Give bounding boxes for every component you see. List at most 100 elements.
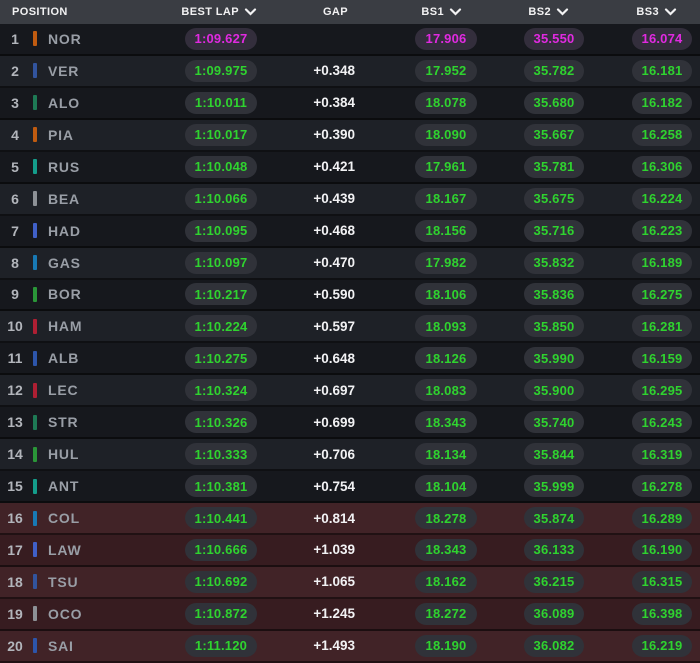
driver-tla: BEA — [48, 190, 80, 207]
driver-timing-row[interactable]: 6 BEA 1:10.066 +0.439 18.167 35.675 16.2… — [0, 183, 700, 216]
column-header-position: POSITION — [0, 6, 98, 18]
sector1-pill: 17.961 — [415, 155, 477, 178]
sector2-pill: 35.836 — [524, 283, 584, 306]
sector2-pill: 35.782 — [524, 59, 584, 82]
sector2-pill: 35.667 — [524, 123, 584, 146]
sector3-pill: 16.258 — [632, 123, 692, 146]
driver-tla: HUL — [48, 446, 80, 463]
gap-value: +0.597 — [313, 318, 355, 334]
driver-tla: LEC — [48, 382, 79, 399]
gap-value: +0.468 — [313, 223, 355, 239]
driver-timing-row[interactable]: 9 BOR 1:10.217 +0.590 18.106 35.836 16.2… — [0, 279, 700, 312]
driver-timing-row[interactable]: 17 LAW 1:10.666 +1.039 18.343 36.133 16.… — [0, 535, 700, 567]
driver-timing-row[interactable]: 12 LEC 1:10.324 +0.697 18.083 35.900 16.… — [0, 375, 700, 408]
gap-value: +1.039 — [313, 542, 355, 558]
driver-tla: LAW — [48, 541, 82, 558]
driver-timing-row[interactable]: 3 ALO 1:10.011 +0.384 18.078 35.680 16.1… — [0, 87, 700, 120]
position-label: 11 — [7, 350, 23, 367]
driver-timing-row[interactable]: 11 ALB 1:10.275 +0.648 18.126 35.990 16.… — [0, 343, 700, 376]
driver-tla: HAM — [48, 318, 83, 335]
gap-value: +1.245 — [313, 606, 355, 622]
sector1-pill: 18.078 — [415, 91, 477, 114]
driver-timing-row[interactable]: 18 TSU 1:10.692 +1.065 18.162 36.215 16.… — [0, 566, 700, 599]
gap-value: +0.814 — [313, 510, 355, 526]
position-label: 20 — [7, 637, 23, 654]
driver-tla: RUS — [48, 158, 80, 175]
sector2-pill: 35.680 — [524, 91, 584, 114]
driver-tla: COL — [48, 510, 80, 527]
position-label: 13 — [7, 414, 23, 431]
chevron-down-icon — [244, 8, 257, 16]
team-color-bar — [33, 446, 37, 462]
position-label: 9 — [11, 286, 19, 303]
sector3-pill: 16.223 — [632, 219, 692, 242]
driver-timing-row[interactable]: 8 GAS 1:10.097 +0.470 17.982 35.832 16.1… — [0, 247, 700, 280]
column-header-bs3[interactable]: BS3 — [584, 6, 692, 18]
gap-value: +0.390 — [313, 127, 355, 143]
position-label: 12 — [7, 382, 23, 399]
driver-timing-row[interactable]: 1 NOR 1:09.627 17.906 35.550 16.074 — [0, 24, 700, 56]
column-header-bs1[interactable]: BS1 — [358, 6, 477, 18]
team-color-bar — [33, 255, 37, 271]
gap-value: +0.706 — [313, 446, 355, 462]
position-label: 8 — [11, 254, 19, 271]
sector3-pill: 16.243 — [632, 411, 692, 434]
best-lap-pill: 1:11.120 — [185, 634, 257, 657]
sector3-pill: 16.295 — [632, 379, 692, 402]
gap-value: +0.470 — [313, 255, 355, 271]
sector2-pill: 35.990 — [524, 347, 584, 370]
driver-timing-row[interactable]: 13 STR 1:10.326 +0.699 18.343 35.740 16.… — [0, 407, 700, 440]
sector1-pill: 18.162 — [415, 570, 477, 593]
gap-value: +0.421 — [313, 159, 355, 175]
sector1-pill: 18.156 — [415, 219, 477, 242]
sector1-pill: 18.104 — [415, 475, 477, 498]
gap-value: +1.065 — [313, 574, 355, 590]
driver-timing-row[interactable]: 20 SAI 1:11.120 +1.493 18.190 36.082 16.… — [0, 630, 700, 663]
best-lap-pill: 1:10.692 — [185, 570, 257, 593]
team-color-bar — [33, 223, 37, 239]
driver-timing-row[interactable]: 4 PIA 1:10.017 +0.390 18.090 35.667 16.2… — [0, 119, 700, 152]
column-header-position-label: POSITION — [12, 6, 68, 18]
column-header-bs2[interactable]: BS2 — [477, 6, 584, 18]
best-lap-pill: 1:10.333 — [185, 443, 257, 466]
column-header-best-lap[interactable]: BEST LAP — [181, 6, 257, 18]
driver-timing-row[interactable]: 5 RUS 1:10.048 +0.421 17.961 35.781 16.3… — [0, 151, 700, 184]
sector2-pill: 35.999 — [524, 475, 584, 498]
driver-timing-row[interactable]: 10 HAM 1:10.224 +0.597 18.093 35.850 16.… — [0, 311, 700, 344]
driver-timing-row[interactable]: 16 COL 1:10.441 +0.814 18.278 35.874 16.… — [0, 503, 700, 535]
position-label: 5 — [11, 158, 19, 175]
sector3-pill: 16.275 — [632, 283, 692, 306]
team-color-bar — [33, 606, 37, 622]
sector3-pill: 16.219 — [632, 634, 692, 657]
driver-tla: ALO — [48, 94, 80, 111]
gap-value: +1.493 — [313, 638, 355, 654]
sector3-pill: 16.159 — [632, 347, 692, 370]
sector3-pill: 16.306 — [632, 155, 692, 178]
sector1-pill: 18.272 — [415, 602, 477, 625]
team-color-bar — [33, 542, 37, 558]
gap-value: +0.754 — [313, 478, 355, 494]
driver-timing-row[interactable]: 2 VER 1:09.975 +0.348 17.952 35.782 16.1… — [0, 55, 700, 88]
position-label: 18 — [7, 573, 23, 590]
driver-timing-row[interactable]: 14 HUL 1:10.333 +0.706 18.134 35.844 16.… — [0, 439, 700, 472]
sector2-pill: 35.740 — [524, 411, 584, 434]
team-color-bar — [33, 382, 37, 398]
driver-tla: ANT — [48, 478, 80, 495]
position-label: 7 — [11, 222, 19, 239]
sector3-pill: 16.189 — [632, 251, 692, 274]
best-lap-pill: 1:10.324 — [185, 379, 257, 402]
driver-timing-row[interactable]: 7 HAD 1:10.095 +0.468 18.156 35.716 16.2… — [0, 215, 700, 248]
team-color-bar — [33, 574, 37, 590]
position-label: 3 — [11, 94, 19, 111]
timing-table-header: POSITION BEST LAP GAP BS1 BS2 BS3 — [0, 0, 700, 24]
gap-value: +0.439 — [313, 191, 355, 207]
sector3-pill: 16.074 — [632, 27, 692, 50]
driver-timing-row[interactable]: 15 ANT 1:10.381 +0.754 18.104 35.999 16.… — [0, 471, 700, 504]
driver-timing-row[interactable]: 19 OCO 1:10.872 +1.245 18.272 36.089 16.… — [0, 598, 700, 631]
sector1-pill: 18.126 — [415, 347, 477, 370]
best-lap-pill: 1:10.011 — [185, 91, 257, 114]
sector3-pill: 16.281 — [632, 315, 692, 338]
driver-tla: OCO — [48, 605, 83, 622]
best-lap-pill: 1:10.217 — [185, 283, 257, 306]
sector2-pill: 35.844 — [524, 443, 584, 466]
